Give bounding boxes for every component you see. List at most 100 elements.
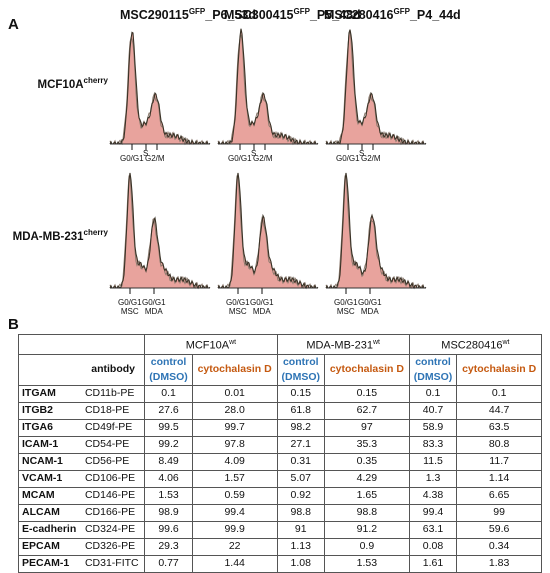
tick-label: G0/G1 MDA — [142, 298, 166, 316]
value-cell: 80.8 — [456, 435, 542, 454]
value-cell: 0.31 — [276, 452, 326, 471]
antibody-name: CD56-PE — [81, 452, 146, 471]
histogram-line — [325, 29, 427, 145]
value-cell: 1.61 — [408, 554, 458, 573]
histogram-r1-c1 — [109, 31, 211, 150]
table-group-header-row: MCF10Awt MDA-MB-231wt MSC280416wt — [17, 334, 543, 355]
marker-name: VCAM-1 — [17, 469, 82, 488]
tick-label: G0/G1 MSC — [226, 298, 250, 316]
value-cell: 1.65 — [324, 486, 410, 505]
value-cell: 29.3 — [144, 537, 193, 556]
empty-cell — [17, 334, 82, 355]
value-cell: 63.1 — [408, 520, 458, 539]
histogram-fill — [110, 32, 210, 144]
table-row: NCAM-1 CD56-PE 8.49 4.09 0.31 0.35 11.5 11.7 — [17, 452, 542, 471]
histogram-fill — [218, 28, 318, 145]
value-cell: 0.1 — [456, 384, 542, 403]
control-header: control (DMSO) — [276, 353, 326, 386]
empty-cell — [17, 353, 82, 386]
antibody-name: CD11b-PE — [81, 384, 146, 403]
histogram-fill — [110, 172, 210, 288]
table-row: EPCAM CD326-PE 29.3 22 1.13 0.9 0.08 0.34 — [17, 537, 542, 556]
cytochalasin-header: cytochalasin D — [324, 353, 410, 386]
antibody-name: CD106-PE — [81, 469, 146, 488]
value-cell: 1.08 — [276, 554, 326, 573]
value-cell: 98.9 — [144, 503, 193, 522]
value-cell: 0.01 — [191, 384, 278, 403]
histogram-r1-c3 — [325, 29, 427, 150]
histogram-r1-c2 — [217, 28, 319, 150]
marker-name: ITGB2 — [17, 401, 82, 420]
value-cell: 0.9 — [324, 537, 410, 556]
group-header-1: MCF10Awt — [144, 334, 278, 355]
control-header: control (DMSO) — [144, 353, 193, 386]
value-cell: 99 — [456, 503, 542, 522]
histogram-r2-c3 — [325, 172, 427, 294]
value-cell: 99.4 — [408, 503, 458, 522]
value-cell: 4.29 — [324, 469, 410, 488]
antibody-name: CD31-FITC — [81, 554, 146, 573]
marker-name: EPCAM — [17, 537, 82, 556]
marker-name: MCAM — [17, 486, 82, 505]
tick-label: S — [359, 149, 365, 158]
value-cell: 98.2 — [276, 418, 326, 437]
table-row: ITGAM CD11b-PE 0.1 0.01 0.15 0.15 0.1 0.1 — [17, 384, 542, 403]
value-cell: 91.2 — [324, 520, 410, 539]
value-cell: 44.7 — [456, 401, 542, 420]
histogram-line — [109, 31, 211, 145]
tick-label: G0/G1 — [228, 154, 252, 163]
value-cell: 4.06 — [144, 469, 193, 488]
histogram-line — [217, 172, 319, 290]
column-title-3: MSC280416GFP_P4_44d — [324, 7, 461, 23]
value-cell: 1.3 — [408, 469, 458, 488]
table-row: ITGB2 CD18-PE 27.6 28.0 61.8 62.7 40.7 44.7 — [17, 401, 542, 420]
value-cell: 8.49 — [144, 452, 193, 471]
value-cell: 4.09 — [191, 452, 278, 471]
antibody-header: antibody — [81, 353, 146, 386]
value-cell: 1.83 — [456, 554, 542, 573]
value-cell: 0.59 — [191, 486, 278, 505]
table-row: ALCAM CD166-PE 98.9 99.4 98.8 98.8 99.4 99 — [17, 503, 542, 522]
value-cell: 0.08 — [408, 537, 458, 556]
panel-b-letter: B — [8, 316, 19, 333]
tick-label: G2/M — [361, 154, 381, 163]
antibody-name: CD326-PE — [81, 537, 146, 556]
value-cell: 99.6 — [144, 520, 193, 539]
value-cell: 1.57 — [191, 469, 278, 488]
value-cell: 61.8 — [276, 401, 326, 420]
value-cell: 63.5 — [456, 418, 542, 437]
value-cell: 97.8 — [191, 435, 278, 454]
cytochalasin-header: cytochalasin D — [191, 353, 278, 386]
cytochalasin-header: cytochalasin D — [456, 353, 542, 386]
value-cell: 58.9 — [408, 418, 458, 437]
marker-name: ITGA6 — [17, 418, 82, 437]
table-row: ITGA6 CD49f-PE 99.5 99.7 98.2 97 58.9 63.5 — [17, 418, 542, 437]
tick-label: G2/M — [145, 154, 165, 163]
value-cell: 83.3 — [408, 435, 458, 454]
table-row: E-cadherin CD324-PE 99.6 99.9 91 91.2 63.1 59.6 — [17, 520, 542, 539]
antibody-name: CD166-PE — [81, 503, 146, 522]
value-cell: 27.1 — [276, 435, 326, 454]
marker-name: ICAM-1 — [17, 435, 82, 454]
value-cell: 11.5 — [408, 452, 458, 471]
value-cell: 91 — [276, 520, 326, 539]
antibody-name: CD146-PE — [81, 486, 146, 505]
antibody-name: CD49f-PE — [81, 418, 146, 437]
value-cell: 1.44 — [191, 554, 278, 573]
value-cell: 99.2 — [144, 435, 193, 454]
column-title-1: MSC290115GFP_P6_53d — [120, 7, 256, 23]
value-cell: 35.3 — [324, 435, 410, 454]
antibody-name: CD54-PE — [81, 435, 146, 454]
value-cell: 0.15 — [276, 384, 326, 403]
tick-label: G0/G1 MSC — [334, 298, 358, 316]
tick-label: G0/G1 MSC — [118, 298, 142, 316]
value-cell: 59.6 — [456, 520, 542, 539]
tick-label: G0/G1 MDA — [250, 298, 274, 316]
table-row: VCAM-1 CD106-PE 4.06 1.57 5.07 4.29 1.3 1.14 — [17, 469, 542, 488]
marker-name: ITGAM — [17, 384, 82, 403]
histogram-fill — [326, 172, 426, 288]
value-cell: 6.65 — [456, 486, 542, 505]
marker-name: PECAM-1 — [17, 554, 82, 573]
group-header-3: MSC280416wt — [408, 334, 543, 355]
